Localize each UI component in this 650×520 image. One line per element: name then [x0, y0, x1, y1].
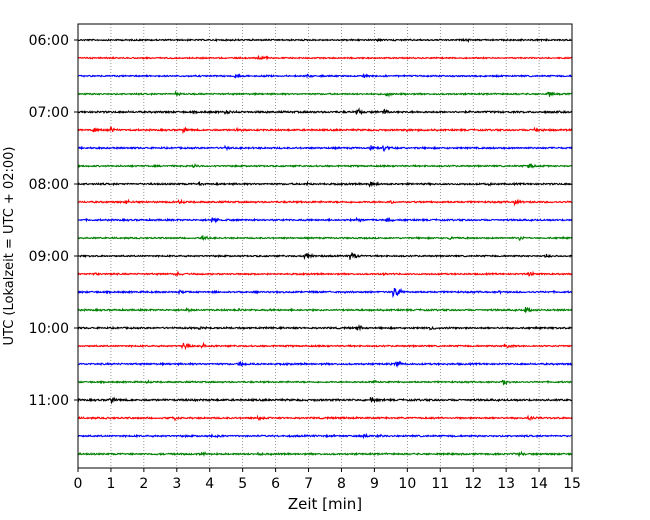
x-tick-label: 11 [431, 476, 449, 492]
x-tick-label: 12 [464, 476, 482, 492]
x-tick-label: 14 [530, 476, 548, 492]
y-tick-label: 11:00 [29, 393, 69, 409]
x-tick-label: 4 [205, 476, 214, 492]
y-tick-label: 09:00 [29, 249, 69, 265]
x-tick-label: 2 [139, 476, 148, 492]
trace-0600 [77, 37, 573, 44]
trace-0730 [77, 144, 573, 153]
trace-0915 [77, 270, 573, 277]
trace-0900 [77, 251, 573, 261]
x-tick-label: 10 [398, 476, 416, 492]
x-tick-label: 1 [106, 476, 115, 492]
y-tick-label: 10:00 [29, 321, 69, 337]
trace-0615 [77, 55, 573, 61]
trace-1045 [77, 379, 573, 386]
trace-0745 [77, 162, 573, 170]
y-axis-ticks: 06:00 07:00 08:00 09:00 10:00 11:00 [29, 33, 78, 409]
trace-0630 [77, 73, 573, 80]
trace-0845 [77, 234, 573, 242]
trace-0830 [77, 216, 573, 224]
x-tick-label: 15 [563, 476, 581, 492]
x-tick-label: 9 [370, 476, 379, 492]
x-tick-label: 3 [172, 476, 181, 492]
x-tick-label: 8 [337, 476, 346, 492]
trace-1115 [77, 414, 573, 422]
x-tick-label: 5 [238, 476, 247, 492]
x-axis-label: Zeit [min] [288, 495, 362, 513]
trace-0715 [78, 126, 573, 135]
x-tick-label: 6 [271, 476, 280, 492]
y-tick-label: 07:00 [29, 105, 69, 121]
trace-0645 [77, 90, 573, 98]
trace-0800 [77, 180, 573, 188]
trace-0815 [77, 198, 573, 207]
trace-1030 [77, 360, 573, 368]
trace-1145 [77, 450, 573, 458]
trace-0945 [77, 306, 573, 314]
y-axis-label: UTC (Lokalzeit = UTC + 02:00) [2, 147, 17, 346]
x-tick-label: 0 [74, 476, 83, 492]
plot-frame [77, 23, 573, 469]
trace-1130 [77, 432, 573, 440]
vertical-grid-lines [110, 24, 540, 468]
x-tick-label: 13 [497, 476, 515, 492]
y-tick-label: 06:00 [29, 33, 69, 49]
trace-1100 [77, 396, 573, 405]
y-tick-label: 08:00 [29, 177, 69, 193]
x-tick-label: 7 [304, 476, 313, 492]
trace-1015 [77, 341, 573, 351]
trace-0930 [77, 287, 573, 299]
trace-0700 [77, 107, 573, 116]
seismic-traces [77, 37, 573, 458]
trace-1000 [77, 324, 573, 332]
x-axis-ticks: 0 1 2 3 4 5 6 7 8 9 10 11 12 13 14 15 [74, 468, 581, 492]
